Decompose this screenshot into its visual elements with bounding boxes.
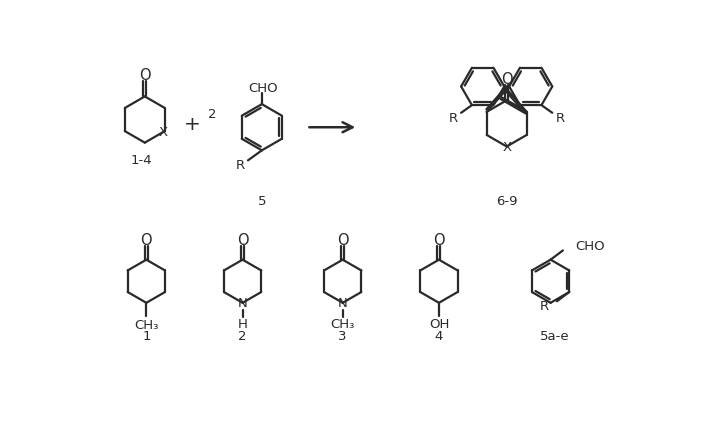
Text: 2: 2	[239, 329, 246, 342]
Text: O: O	[139, 68, 151, 83]
Text: O: O	[433, 233, 444, 248]
Text: O: O	[337, 233, 349, 248]
Text: OH: OH	[428, 317, 449, 330]
Text: X: X	[159, 125, 167, 138]
Text: +: +	[184, 115, 201, 134]
Text: 4: 4	[435, 329, 443, 342]
Text: H: H	[238, 317, 247, 330]
Text: 1: 1	[142, 329, 151, 342]
Text: CH₃: CH₃	[134, 318, 159, 331]
Text: X: X	[502, 141, 511, 154]
Text: 6-9: 6-9	[496, 194, 518, 207]
Text: R: R	[555, 112, 565, 125]
Text: R: R	[449, 112, 458, 125]
Text: CH₃: CH₃	[331, 317, 355, 330]
Text: 3: 3	[339, 329, 347, 342]
Text: CHO: CHO	[575, 240, 605, 253]
Text: O: O	[501, 72, 513, 87]
Text: 2: 2	[207, 108, 216, 121]
Text: CHO: CHO	[249, 81, 278, 95]
Text: 1-4: 1-4	[130, 154, 152, 167]
Text: N: N	[338, 296, 347, 309]
Text: R: R	[236, 158, 245, 171]
Text: 5a-e: 5a-e	[539, 329, 569, 342]
Text: O: O	[141, 233, 152, 248]
Text: O: O	[237, 233, 249, 248]
Text: N: N	[238, 296, 247, 309]
Text: R: R	[540, 299, 550, 313]
Text: 5: 5	[257, 194, 266, 207]
